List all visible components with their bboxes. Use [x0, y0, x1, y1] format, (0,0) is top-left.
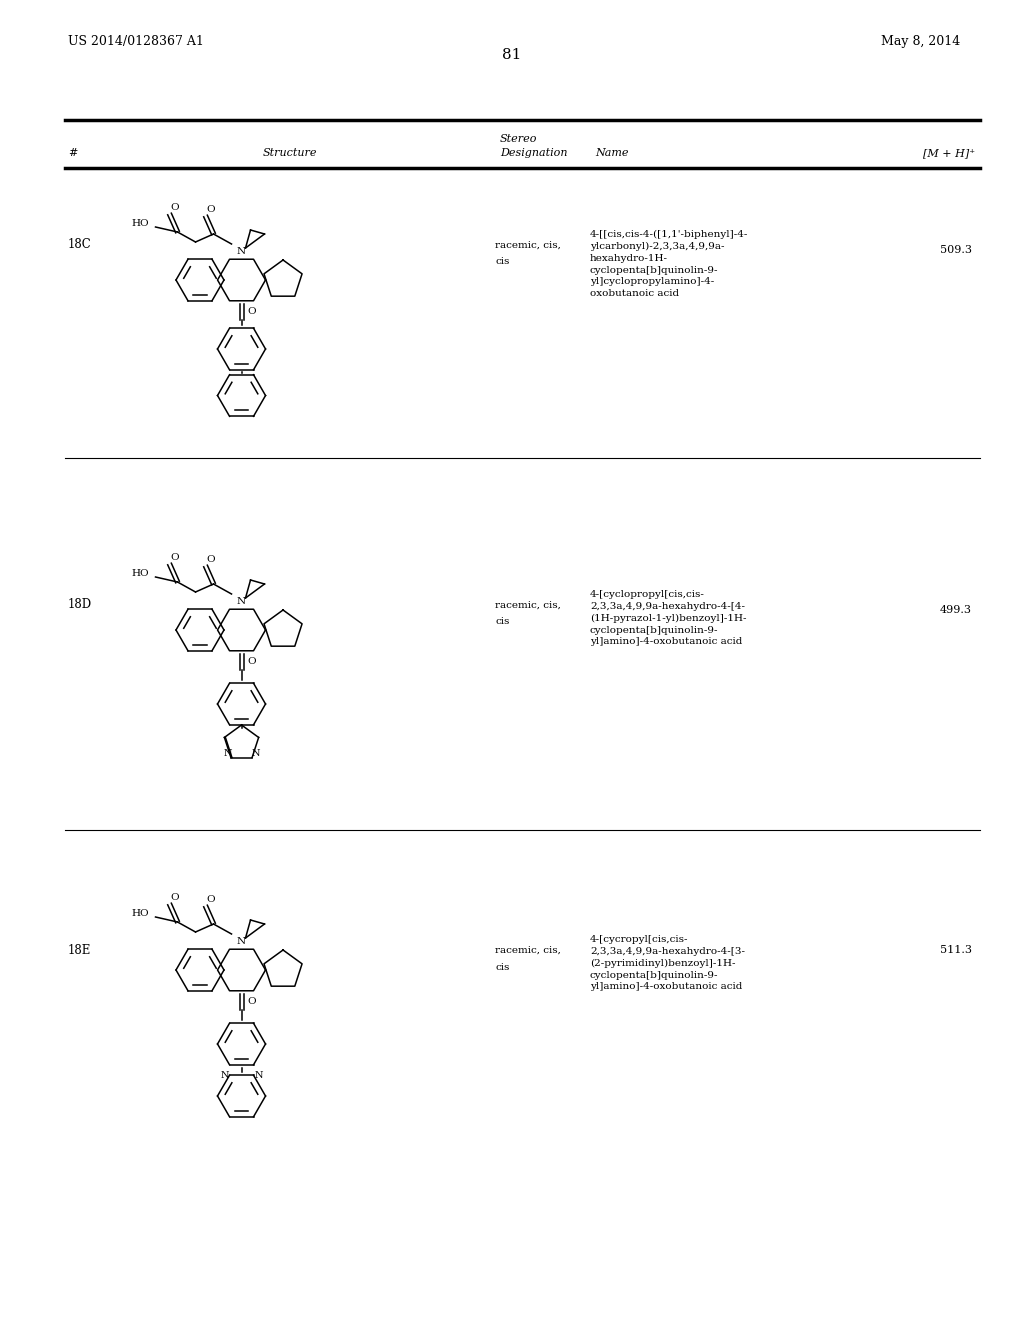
Text: N: N [237, 597, 246, 606]
Text: 18D: 18D [68, 598, 92, 611]
Text: [M + H]⁺: [M + H]⁺ [923, 148, 975, 158]
Text: racemic, cis,: racemic, cis, [495, 945, 561, 954]
Text: HO: HO [132, 569, 150, 578]
Text: 18E: 18E [68, 944, 91, 957]
Text: O: O [170, 892, 179, 902]
Text: 81: 81 [503, 48, 521, 62]
Text: O: O [247, 657, 256, 667]
Text: O: O [206, 895, 215, 903]
Text: 499.3: 499.3 [940, 605, 972, 615]
Text: O: O [206, 554, 215, 564]
Text: O: O [170, 202, 179, 211]
Text: 509.3: 509.3 [940, 246, 972, 255]
Text: O: O [170, 553, 179, 561]
Text: Name: Name [595, 148, 629, 158]
Text: O: O [247, 308, 256, 317]
Text: HO: HO [132, 219, 150, 228]
Text: N: N [254, 1071, 263, 1080]
Text: 4-[[cis,cis-4-([1,1'-biphenyl]-4-
ylcarbonyl)-2,3,3a,4,9,9a-
hexahydro-1H-
cyclo: 4-[[cis,cis-4-([1,1'-biphenyl]-4- ylcarb… [590, 230, 749, 298]
Text: O: O [206, 205, 215, 214]
Text: May 8, 2014: May 8, 2014 [881, 36, 961, 48]
Text: racemic, cis,: racemic, cis, [495, 240, 561, 249]
Text: N: N [237, 936, 246, 945]
Text: US 2014/0128367 A1: US 2014/0128367 A1 [68, 36, 204, 48]
Text: cis: cis [495, 962, 509, 972]
Text: 511.3: 511.3 [940, 945, 972, 954]
Text: Structure: Structure [263, 148, 317, 158]
Text: 4-[cycropyl[cis,cis-
2,3,3a,4,9,9a-hexahydro-4-[3-
(2-pyrimidinyl)benzoyl]-1H-
c: 4-[cycropyl[cis,cis- 2,3,3a,4,9,9a-hexah… [590, 935, 745, 991]
Text: N: N [237, 247, 246, 256]
Text: cis: cis [495, 257, 509, 267]
Text: racemic, cis,: racemic, cis, [495, 601, 561, 610]
Text: N: N [251, 748, 260, 758]
Text: Stereo: Stereo [500, 135, 538, 144]
Text: 4-[cyclopropyl[cis,cis-
2,3,3a,4,9,9a-hexahydro-4-[4-
(1H-pyrazol-1-yl)benzoyl]-: 4-[cyclopropyl[cis,cis- 2,3,3a,4,9,9a-he… [590, 590, 746, 647]
Text: HO: HO [132, 909, 150, 919]
Text: N: N [220, 1071, 228, 1080]
Text: N: N [223, 748, 231, 758]
Text: cis: cis [495, 618, 509, 627]
Text: Designation: Designation [500, 148, 567, 158]
Text: O: O [247, 998, 256, 1006]
Text: 18C: 18C [68, 239, 92, 252]
Text: #: # [68, 148, 78, 158]
